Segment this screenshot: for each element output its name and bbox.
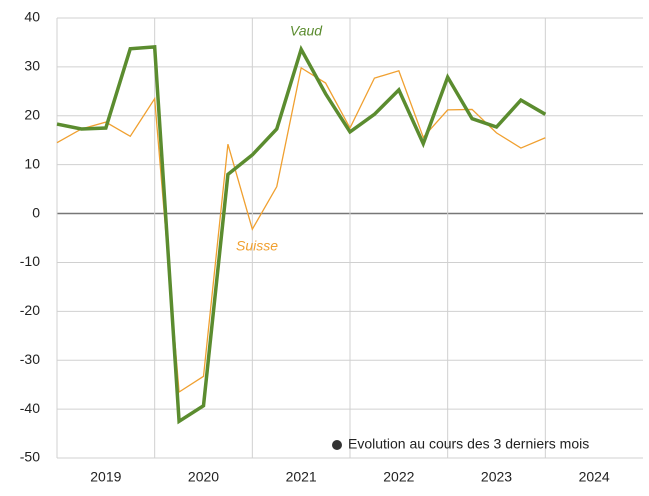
y-tick-label: 0 [32, 204, 40, 220]
y-tick-label: -20 [20, 302, 40, 318]
line-series [56, 66, 546, 394]
x-tick-label: 2024 [579, 469, 610, 485]
y-tick-label: 20 [24, 106, 40, 122]
series-label: Vaud [290, 23, 323, 39]
x-tick-label: 2020 [188, 469, 219, 485]
x-tick-label: 2023 [481, 469, 512, 485]
x-tick-label: 2021 [286, 469, 317, 485]
series-label: Suisse [236, 238, 278, 254]
y-tick-label: -50 [20, 449, 40, 465]
y-tick-label: -40 [20, 400, 40, 416]
y-tick-label: 40 [24, 9, 40, 25]
x-tick-label: 2019 [90, 469, 121, 485]
y-tick-label: 10 [24, 155, 40, 171]
x-tick-label: 2022 [383, 469, 414, 485]
y-tick-label: -30 [20, 351, 40, 367]
y-tick-label: -10 [20, 253, 40, 269]
y-tick-label: 30 [24, 58, 40, 74]
note-bullet [332, 440, 342, 450]
note: Evolution au cours des 3 derniers mois [348, 436, 589, 452]
line-series [56, 44, 547, 425]
